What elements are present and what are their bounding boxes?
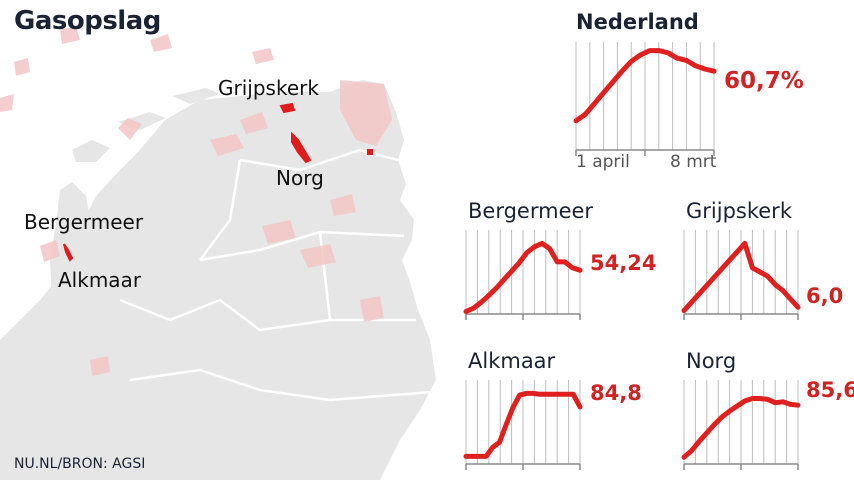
chart-title-norg: Norg (686, 349, 737, 373)
map-border (119, 298, 416, 332)
map-mainland (0, 80, 436, 480)
map-borders (119, 148, 433, 402)
map-gas-field (150, 34, 172, 52)
map-gas-field (90, 356, 110, 376)
bergermeer-site (63, 243, 74, 262)
chart-value-bergermeer: 54,24 (590, 251, 657, 275)
map-gas-field (210, 134, 244, 156)
map-island (0, 408, 70, 456)
map-gas-field (360, 296, 384, 322)
x-tick-label-start: 1 april (576, 152, 630, 172)
chart-value-alkmaar: 84,8 (590, 381, 642, 405)
map-label-grijpskerk: Grijpskerk (218, 76, 319, 100)
map-gas-field (262, 220, 296, 244)
source-credit: NU.NL/BRON: AGSI (14, 456, 146, 472)
map-gas-fields (0, 26, 392, 376)
chart-value-norg: 85,6 (806, 378, 854, 402)
map-gas-field (340, 80, 392, 146)
map-gas-field (0, 94, 14, 112)
norg-site (291, 131, 312, 164)
chart-title-grijpskerk: Grijpskerk (686, 199, 792, 223)
map-gas-field (118, 118, 142, 140)
storage-site-small (367, 149, 373, 155)
map-gas-field (240, 112, 268, 134)
x-tick-label-end: 8 mrt (670, 152, 717, 172)
page-title: Gasopslag (14, 6, 161, 36)
map-island (72, 140, 110, 162)
chart-title-nederland: Nederland (576, 10, 699, 34)
chart-bergermeer-series-line (463, 240, 583, 314)
map-label-norg: Norg (276, 166, 324, 190)
chart-value-grijpskerk: 6,0 (806, 284, 844, 308)
map-gas-field (40, 240, 60, 262)
chart-value-nederland: 60,7% (724, 68, 804, 94)
chart-norg-series-line (681, 396, 801, 460)
chart-title-alkmaar: Alkmaar (468, 349, 556, 373)
map-gas-field (252, 48, 274, 64)
chart-grijpskerk-series-line (681, 240, 801, 314)
map-border (239, 148, 399, 172)
map-label-alkmaar: Alkmaar (58, 268, 142, 292)
chart-nederland-series-line (573, 48, 717, 124)
map-border (199, 230, 405, 262)
map-storage-sites (63, 102, 373, 262)
map-gas-field (330, 194, 356, 216)
map-gas-field (300, 244, 336, 268)
chart-nederland (573, 42, 717, 156)
chart-alkmaar (463, 380, 583, 470)
chart-grijpskerk (681, 230, 801, 320)
map-border (199, 159, 242, 261)
chart-alkmaar-series-line (463, 390, 583, 459)
map-gas-field (60, 26, 80, 44)
chart-bergermeer (463, 230, 583, 320)
map-gas-field (14, 58, 30, 76)
map-label-bergermeer: Bergermeer (24, 210, 144, 234)
grijpskerk-site (279, 102, 296, 114)
map-peninsula (50, 182, 120, 320)
map-border (129, 368, 433, 402)
map-island (172, 88, 220, 104)
chart-norg (681, 380, 801, 470)
chart-title-bergermeer: Bergermeer (468, 199, 594, 223)
